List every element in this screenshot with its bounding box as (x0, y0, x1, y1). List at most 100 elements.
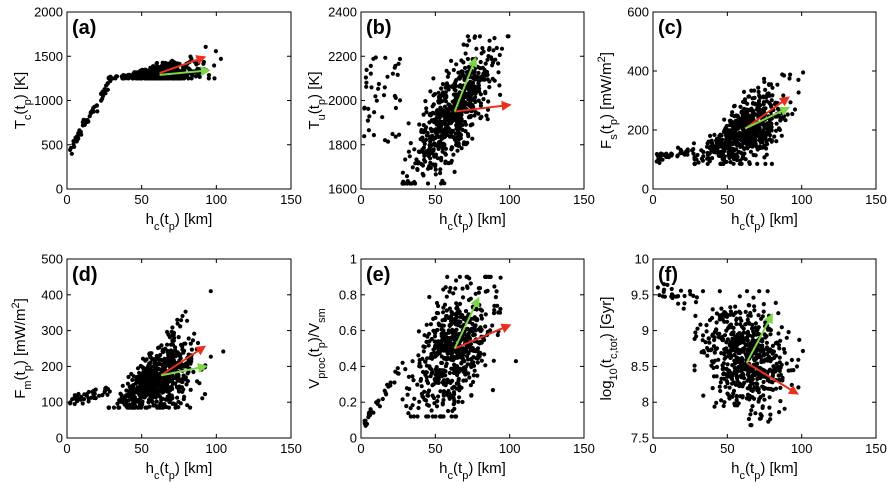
data-point (744, 364, 749, 369)
data-point (730, 363, 735, 368)
panel-d: 0 50 100 150 0 100 200 300 400 500 hc(tp) [km] Fm(t… (10, 252, 302, 483)
data-point (765, 91, 770, 96)
data-point (148, 76, 153, 81)
data-point (105, 392, 110, 397)
data-point (781, 93, 786, 98)
data-point (185, 362, 190, 367)
data-point (470, 136, 475, 141)
data-point (407, 154, 412, 159)
data-point (436, 349, 441, 354)
data-point (661, 289, 666, 294)
data-point (432, 334, 438, 339)
data-point (457, 84, 462, 89)
data-point (170, 325, 175, 330)
data-point (722, 160, 727, 165)
data-point (430, 414, 435, 419)
data-point (695, 326, 700, 331)
data-point (414, 157, 419, 162)
data-point (165, 348, 170, 353)
data-point (470, 363, 475, 368)
y-tick-label: 0.8 (339, 287, 357, 302)
data-point (459, 361, 464, 366)
panel-b: 0 50 100 150 1600 1800 2000 2200 2400 hc(tp) [km]… (306, 5, 595, 234)
data-point (706, 336, 711, 341)
data-point (701, 154, 706, 159)
data-point (449, 346, 454, 352)
data-point (218, 56, 223, 62)
data-point (171, 354, 176, 359)
data-point (208, 354, 213, 359)
data-point (82, 392, 87, 397)
data-point (768, 332, 773, 337)
data-point (377, 404, 382, 409)
data-point (429, 353, 434, 359)
data-point (692, 155, 697, 160)
data-point (487, 85, 492, 90)
data-point (419, 384, 424, 389)
data-point (415, 414, 420, 419)
data-point (434, 300, 440, 306)
data-point (756, 353, 761, 359)
data-point (442, 181, 447, 186)
data-point (472, 113, 477, 118)
data-point (435, 156, 440, 161)
data-point (760, 339, 765, 344)
data-point (496, 310, 501, 315)
data-point (661, 282, 667, 287)
data-point (124, 388, 129, 393)
data-point (424, 375, 429, 380)
data-point (158, 362, 163, 367)
x-tick-label: 100 (205, 192, 227, 207)
data-point (712, 132, 717, 137)
y-tick-label: 0 (56, 182, 63, 197)
data-point (185, 318, 190, 323)
data-point (747, 346, 753, 351)
data-point (143, 393, 149, 398)
data-point (452, 137, 458, 142)
data-point (775, 82, 780, 87)
data-point (448, 335, 453, 340)
data-point (721, 403, 726, 409)
data-point (148, 396, 153, 401)
data-point (676, 301, 681, 306)
data-point (366, 106, 371, 111)
data-point (433, 172, 438, 177)
data-point (404, 404, 409, 409)
data-point (120, 383, 125, 388)
data-point (466, 297, 472, 303)
data-point (712, 404, 717, 409)
data-point (734, 398, 739, 403)
data-point (456, 376, 461, 381)
data-point (461, 42, 466, 47)
data-point (732, 103, 737, 108)
data-point (415, 166, 420, 172)
data-point (451, 152, 456, 157)
data-point (165, 342, 170, 347)
data-point (447, 329, 452, 334)
data-point (745, 331, 750, 336)
data-point (400, 397, 405, 402)
data-point (154, 399, 159, 404)
x-tick-label: 100 (205, 441, 227, 456)
data-point (134, 76, 139, 81)
axes-frame (652, 258, 877, 439)
panel-label: (a) (72, 17, 96, 39)
data-point (164, 64, 169, 69)
data-point (724, 123, 729, 129)
data-point (459, 112, 464, 118)
data-point (452, 406, 457, 411)
panel-label: (b) (366, 17, 392, 39)
data-point (696, 160, 701, 165)
data-point (438, 123, 444, 128)
data-point (745, 112, 750, 117)
x-tick-label: 50 (134, 192, 148, 207)
data-point (424, 370, 429, 375)
data-point (710, 156, 715, 161)
data-point (138, 398, 143, 403)
data-point (440, 119, 445, 124)
data-point (457, 301, 463, 306)
data-point (478, 59, 483, 65)
data-point (732, 371, 737, 376)
data-point (465, 56, 470, 62)
data-point (768, 82, 774, 87)
